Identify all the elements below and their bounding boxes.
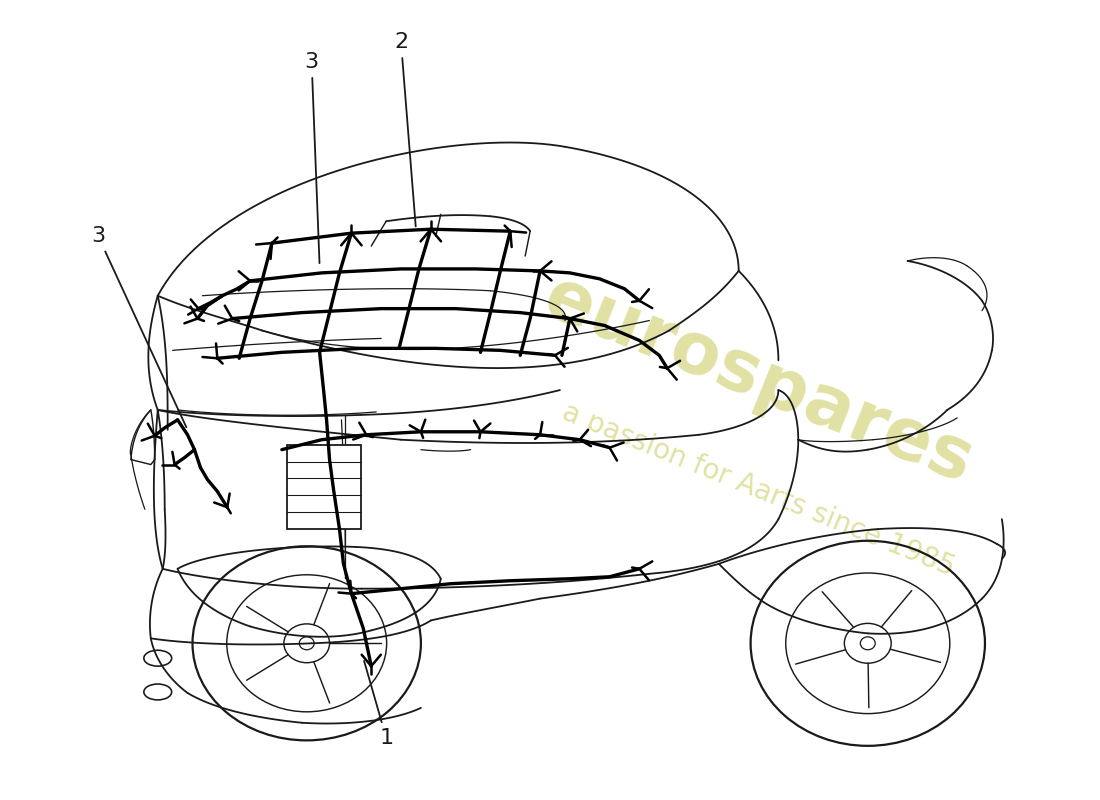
Text: eurospares: eurospares [534,262,983,498]
Text: a passion for Aarts since 1985: a passion for Aarts since 1985 [558,398,959,582]
Text: 2: 2 [394,33,416,226]
Text: 3: 3 [91,226,186,427]
Text: 3: 3 [305,52,319,263]
Text: 1: 1 [364,661,393,748]
Bar [287,445,361,529]
